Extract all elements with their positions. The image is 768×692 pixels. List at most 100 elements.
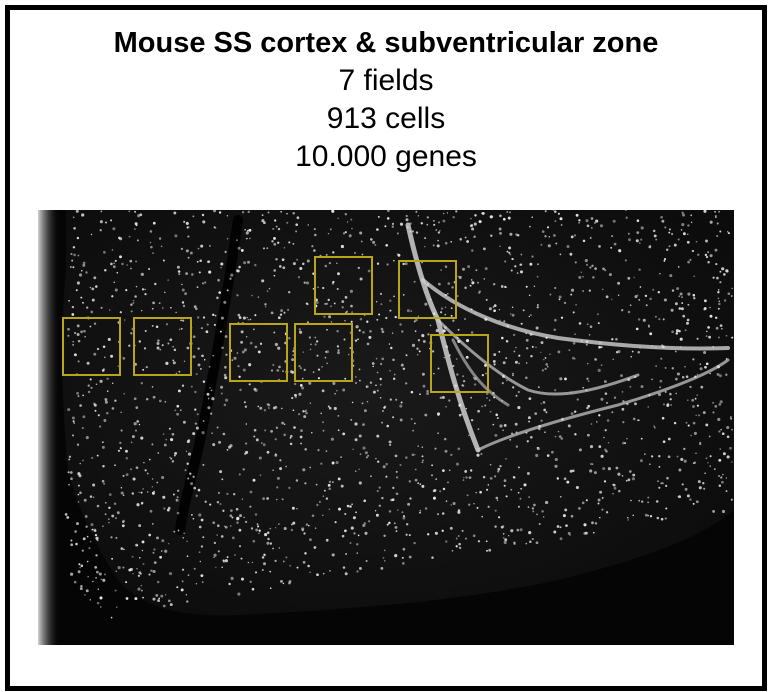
cell-dot (587, 404, 590, 408)
cell-dot (140, 491, 143, 494)
cell-dot (98, 425, 102, 428)
cell-dot (696, 404, 699, 407)
cell-dot (277, 227, 281, 231)
cell-dot (501, 382, 504, 385)
cell-dot (541, 230, 545, 233)
cell-dot (447, 282, 451, 285)
cell-dot (136, 420, 139, 423)
cell-dot (722, 452, 726, 456)
cell-dot (198, 271, 201, 274)
cell-dot (172, 493, 175, 496)
cell-dot (288, 241, 291, 244)
cell-dot (715, 216, 717, 218)
cell-dot (287, 290, 291, 294)
cell-dot (167, 342, 170, 345)
cell-dot (164, 400, 167, 403)
cell-dot (726, 231, 729, 233)
cell-dot (358, 434, 362, 438)
cell-dot (325, 538, 329, 542)
cell-dot (141, 540, 145, 544)
cell-dot (381, 421, 384, 424)
cell-dot (692, 421, 696, 425)
cell-dot (671, 367, 674, 370)
cell-dot (492, 359, 496, 363)
cell-dot (714, 214, 717, 217)
cell-dot (236, 269, 240, 273)
cell-dot (512, 386, 515, 389)
cell-dot (278, 523, 280, 525)
cell-dot (266, 497, 269, 500)
cell-dot (664, 366, 667, 369)
cell-dot (262, 497, 265, 500)
cell-dot (499, 464, 502, 468)
cell-dot (617, 294, 620, 296)
cell-dot (594, 522, 598, 525)
cell-dot (382, 410, 384, 412)
cell-dot (639, 347, 641, 349)
cell-dot (718, 403, 722, 406)
cell-dot (489, 410, 492, 413)
cell-dot (667, 437, 671, 441)
cell-dot (162, 495, 166, 499)
cell-dot (111, 557, 114, 560)
cell-dot (636, 231, 640, 234)
cell-dot (394, 454, 398, 458)
cell-dot (562, 514, 566, 518)
cell-dot (286, 308, 290, 312)
cell-dot (712, 402, 714, 404)
cell-dot (102, 464, 105, 468)
cell-dot (249, 318, 252, 321)
cell-dot (388, 510, 392, 513)
cell-dot (97, 588, 100, 591)
cell-dot (383, 534, 386, 538)
cell-dot (268, 407, 270, 409)
cell-dot (220, 316, 224, 320)
cell-dot (458, 542, 461, 546)
cell-dot (380, 567, 384, 570)
cell-dot (589, 325, 593, 329)
cell-dot (254, 263, 257, 267)
cell-dot (111, 249, 114, 251)
cell-dot (699, 367, 703, 371)
cell-dot (185, 594, 188, 596)
cell-dot (173, 530, 176, 533)
cell-dot (553, 328, 557, 332)
cell-dot (526, 472, 530, 475)
cell-dot (714, 248, 718, 252)
cell-dot (499, 424, 503, 428)
cell-dot (328, 480, 332, 484)
cell-dot (462, 384, 465, 387)
cell-dot (197, 488, 201, 492)
cell-dot (173, 348, 177, 352)
cell-dot (452, 364, 455, 368)
cell-dot (545, 411, 548, 414)
cell-dot (170, 438, 174, 442)
cell-dot (161, 475, 165, 480)
cell-dot (274, 219, 277, 222)
cell-dot (266, 531, 270, 534)
cell-dot (638, 299, 641, 301)
cell-dot (563, 477, 567, 481)
cell-dot (294, 382, 297, 386)
cell-dot (621, 309, 624, 312)
cell-dot (704, 365, 707, 369)
cell-dot (717, 291, 720, 294)
cell-dot (629, 385, 632, 388)
cell-dot (98, 572, 102, 576)
cell-dot (671, 233, 674, 236)
micrograph-canvas (38, 210, 734, 645)
cell-dot (483, 278, 486, 280)
cell-dot (452, 501, 456, 506)
cell-dot (676, 372, 680, 376)
cell-dot (554, 220, 557, 223)
cell-dot (314, 336, 317, 339)
cell-dot (186, 226, 189, 229)
cell-dot (517, 390, 520, 394)
cell-dot (229, 277, 232, 280)
cell-dot (296, 258, 299, 261)
cell-dot (379, 377, 382, 381)
cell-dot (481, 374, 484, 377)
cell-dot (726, 425, 730, 430)
cell-dot (362, 523, 366, 528)
cell-dot (140, 272, 144, 276)
